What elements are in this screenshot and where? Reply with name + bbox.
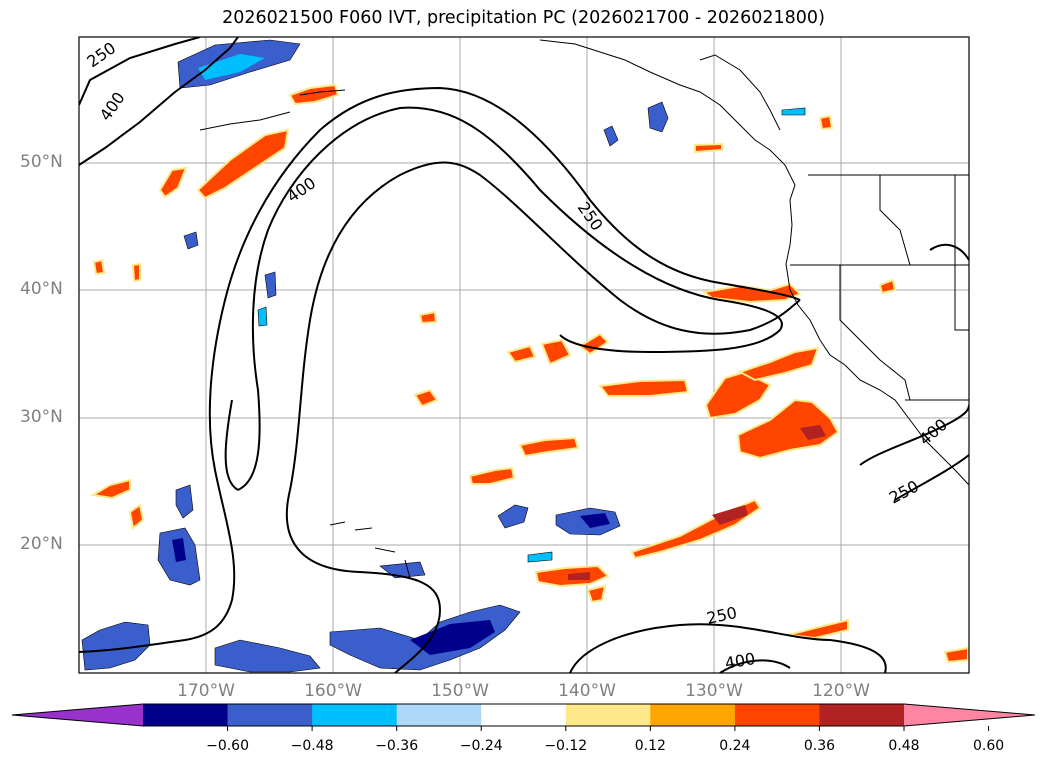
ivt-contours bbox=[79, 37, 969, 673]
lat-label-40n: 40°N bbox=[20, 279, 63, 299]
ivt-contour-400-se bbox=[719, 659, 791, 673]
ivt-contour-400-inner bbox=[289, 161, 801, 491]
ivt-contour-400-nw bbox=[79, 37, 239, 166]
precip-neg-patch bbox=[264, 271, 277, 299]
ivt-contour-250 bbox=[79, 86, 801, 653]
precip-pos-patch bbox=[818, 114, 834, 131]
precip-pos-patch bbox=[586, 584, 607, 604]
aleutian-islands-2 bbox=[199, 111, 291, 131]
lon-label-140w: 140°W bbox=[558, 681, 616, 701]
colorbar-tick-label: −0.12 bbox=[544, 738, 588, 754]
precip-pos-patch bbox=[578, 332, 610, 356]
precip-neg-patch bbox=[527, 551, 553, 563]
precip-pos-patch bbox=[540, 338, 572, 366]
precip-pos-patch bbox=[736, 398, 840, 460]
colorbar-tick-label: −0.60 bbox=[206, 738, 249, 754]
map-frame bbox=[78, 36, 970, 674]
precip-pos-patch bbox=[128, 503, 145, 530]
precip-pos-patch bbox=[737, 346, 820, 382]
negative-precip-patches bbox=[81, 39, 806, 673]
precip-pos-patch bbox=[704, 370, 772, 420]
lon-label-160w: 160°W bbox=[304, 681, 362, 701]
ivt-contour-400-tail bbox=[224, 399, 239, 491]
lat-label-20n: 20°N bbox=[20, 534, 63, 554]
coast-inlet bbox=[699, 54, 781, 131]
precip-neg-patch bbox=[175, 484, 194, 519]
precip-pos-patch bbox=[878, 278, 897, 295]
state-border-east bbox=[954, 175, 969, 331]
colorbar-extend-min bbox=[12, 704, 143, 726]
colorbar-tick-label: −0.36 bbox=[375, 738, 419, 754]
colorbar-segment bbox=[565, 704, 651, 726]
ivt-contour-250-se bbox=[569, 623, 887, 673]
hawaiian-islands bbox=[329, 521, 419, 581]
precip-pos-patch bbox=[131, 262, 141, 283]
precip-pos-patch bbox=[90, 478, 131, 500]
precip-pos-patch bbox=[468, 466, 516, 485]
precip-neg-patch bbox=[603, 125, 619, 147]
positive-precip-patches bbox=[90, 83, 969, 664]
colorbar-tick-label: 0.60 bbox=[972, 738, 1005, 754]
precip-pos-patch bbox=[418, 310, 438, 325]
colorbar-segment bbox=[227, 704, 313, 726]
colorbar-segment bbox=[396, 704, 482, 726]
precip-pos-patch bbox=[413, 388, 439, 408]
precip-pos-patch bbox=[92, 258, 106, 276]
colorbar-segment bbox=[481, 704, 567, 726]
precip-neg-patch bbox=[497, 504, 529, 529]
colorbar-tick-label: 0.12 bbox=[634, 738, 666, 754]
precip-neg-patch bbox=[781, 107, 806, 116]
colorbar-tick-label: 0.48 bbox=[888, 738, 920, 754]
precip-pos-patch bbox=[598, 378, 690, 397]
precip-pos-patch bbox=[196, 128, 290, 200]
map-title: 2026021500 F060 IVT, precipitation PC (2… bbox=[222, 8, 825, 28]
ivt-contour-250-nw bbox=[79, 37, 201, 106]
lat-label-50n: 50°N bbox=[20, 152, 63, 172]
lon-label-130w: 130°W bbox=[685, 681, 743, 701]
precip-pos-patch bbox=[518, 436, 580, 458]
colorbar-tick-label: −0.24 bbox=[459, 738, 503, 754]
colorbar-tick-label: −0.48 bbox=[290, 738, 334, 754]
aleutian-islands bbox=[299, 89, 346, 96]
colorbar-segment bbox=[650, 704, 736, 726]
colorbar-tick-label: 0.36 bbox=[803, 738, 836, 754]
precip-neg-patch bbox=[257, 306, 268, 327]
precip-pos-patch bbox=[943, 646, 969, 664]
lon-label-120w: 120°W bbox=[812, 681, 870, 701]
colorbar bbox=[11, 703, 1036, 731]
lon-label-170w: 170°W bbox=[177, 681, 235, 701]
colorbar-tick-label: 0.24 bbox=[719, 738, 751, 754]
colorbar-segment bbox=[143, 704, 229, 726]
precip-neg-patch bbox=[183, 231, 199, 250]
precip-pos-patch bbox=[288, 83, 340, 106]
precip-pos-patch bbox=[158, 166, 188, 199]
coastlines bbox=[199, 39, 969, 581]
colorbar-segment bbox=[734, 704, 820, 726]
colorbar-outline bbox=[11, 703, 1036, 727]
ivt-contour-east-small bbox=[929, 243, 969, 261]
precip-neg-patch bbox=[647, 101, 669, 133]
ca-nv-border bbox=[839, 265, 911, 401]
precip-pos-patch bbox=[694, 142, 723, 154]
colorbar-segment bbox=[819, 704, 905, 726]
wa-id-border bbox=[879, 175, 911, 266]
colorbar-segment bbox=[312, 704, 398, 726]
ivt-contour-400-east bbox=[859, 404, 969, 466]
precip-pos-patch bbox=[506, 344, 537, 364]
lon-label-150w: 150°W bbox=[431, 681, 489, 701]
lat-label-30n: 30°N bbox=[20, 407, 63, 427]
ivt-contour-400-outer bbox=[237, 106, 783, 491]
ivt-contour-250-east bbox=[894, 454, 969, 501]
map-area bbox=[79, 37, 969, 673]
precip-neg-patch bbox=[214, 639, 321, 673]
north-america-coastline bbox=[539, 39, 969, 486]
colorbar-extend-max bbox=[904, 704, 1035, 726]
precip-pos-patch bbox=[787, 618, 849, 640]
